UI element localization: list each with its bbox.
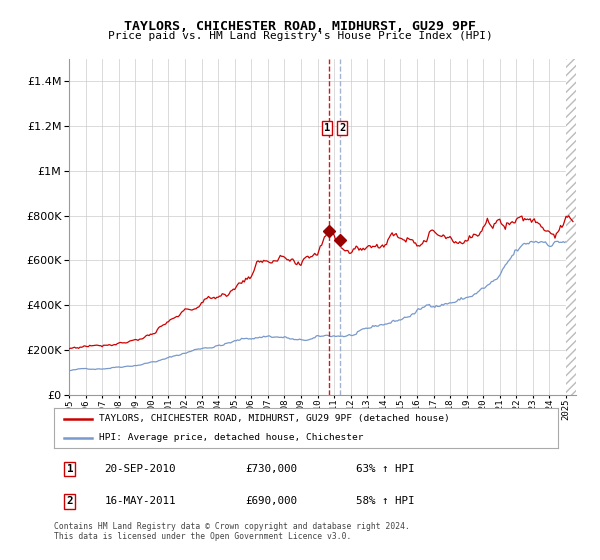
Text: 1: 1	[67, 464, 73, 474]
Text: Contains HM Land Registry data © Crown copyright and database right 2024.
This d: Contains HM Land Registry data © Crown c…	[54, 522, 410, 542]
Text: TAYLORS, CHICHESTER ROAD, MIDHURST, GU29 9PF: TAYLORS, CHICHESTER ROAD, MIDHURST, GU29…	[124, 20, 476, 32]
Text: TAYLORS, CHICHESTER ROAD, MIDHURST, GU29 9PF (detached house): TAYLORS, CHICHESTER ROAD, MIDHURST, GU29…	[100, 414, 450, 423]
Bar	[566, 59, 576, 395]
Text: 20-SEP-2010: 20-SEP-2010	[104, 464, 176, 474]
Bar	[566, 59, 576, 395]
Text: £690,000: £690,000	[245, 496, 298, 506]
Text: £730,000: £730,000	[245, 464, 298, 474]
Text: 16-MAY-2011: 16-MAY-2011	[104, 496, 176, 506]
Text: 58% ↑ HPI: 58% ↑ HPI	[356, 496, 415, 506]
Text: HPI: Average price, detached house, Chichester: HPI: Average price, detached house, Chic…	[100, 433, 364, 442]
Text: Price paid vs. HM Land Registry's House Price Index (HPI): Price paid vs. HM Land Registry's House …	[107, 31, 493, 41]
Text: 2: 2	[339, 123, 346, 133]
Text: 63% ↑ HPI: 63% ↑ HPI	[356, 464, 415, 474]
Text: 2: 2	[67, 496, 73, 506]
Text: 1: 1	[325, 123, 331, 133]
